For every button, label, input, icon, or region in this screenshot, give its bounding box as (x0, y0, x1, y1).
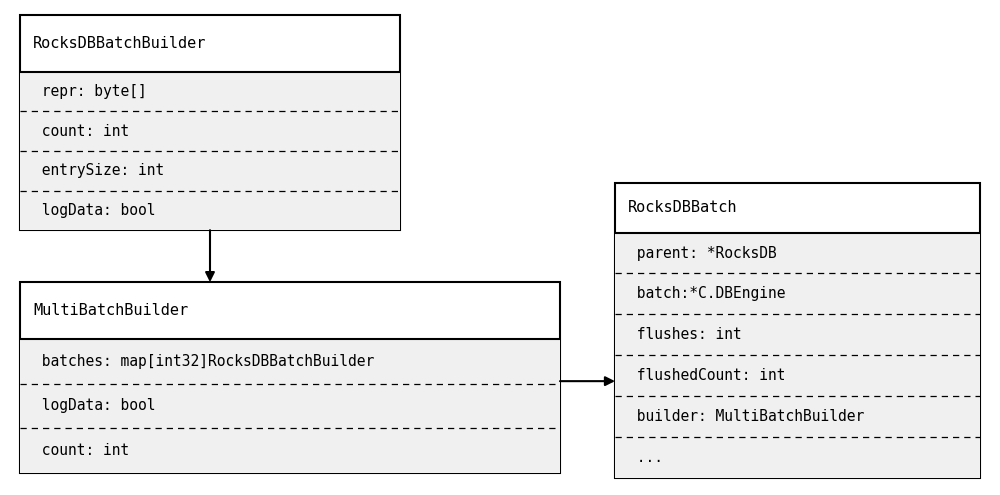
Bar (615, 183, 980, 478)
Text: entrySize: int: entrySize: int (33, 163, 164, 178)
Text: count: int: count: int (33, 443, 129, 458)
Text: flushedCount: int: flushedCount: int (628, 368, 786, 383)
Text: RocksDBBatch: RocksDBBatch (628, 200, 738, 215)
Bar (20, 72, 400, 230)
Text: logData: bool: logData: bool (33, 398, 156, 413)
Bar (20, 339, 560, 473)
Text: builder: MultiBatchBuilder: builder: MultiBatchBuilder (628, 409, 864, 424)
Text: RocksDBBatchBuilder: RocksDBBatchBuilder (33, 36, 206, 51)
Text: logData: bool: logData: bool (33, 203, 156, 218)
Text: flushes: int: flushes: int (628, 327, 742, 342)
Text: ...: ... (628, 450, 663, 465)
Text: MultiBatchBuilder: MultiBatchBuilder (33, 303, 188, 318)
Bar (20, 15, 400, 230)
Text: batches: map[int32]RocksDBBatchBuilder: batches: map[int32]RocksDBBatchBuilder (33, 354, 374, 369)
Bar (615, 233, 980, 478)
Text: parent: *RocksDB: parent: *RocksDB (628, 246, 777, 260)
Bar (20, 282, 560, 473)
Text: repr: byte[]: repr: byte[] (33, 84, 147, 99)
Text: count: int: count: int (33, 124, 129, 139)
Text: batch:*C.DBEngine: batch:*C.DBEngine (628, 287, 786, 301)
